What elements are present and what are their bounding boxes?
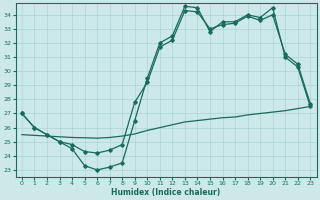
X-axis label: Humidex (Indice chaleur): Humidex (Indice chaleur) [111,188,221,197]
